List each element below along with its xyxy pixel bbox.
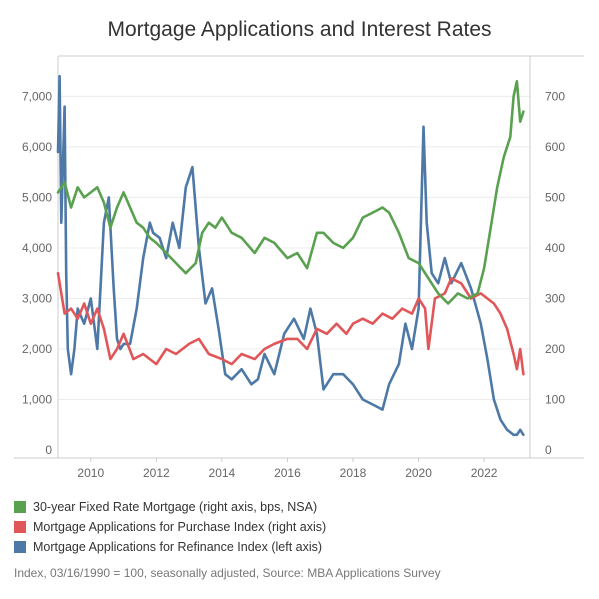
- legend: 30-year Fixed Rate Mortgage (right axis,…: [14, 497, 326, 557]
- series-line-purchase-index: [56, 271, 525, 376]
- legend-swatch: [14, 521, 26, 533]
- legend-label: Mortgage Applications for Purchase Index…: [33, 520, 327, 534]
- legend-item-refinance-index[interactable]: Mortgage Applications for Refinance Inde…: [14, 537, 326, 557]
- legend-label: Mortgage Applications for Refinance Inde…: [33, 540, 323, 554]
- right-axis-tick-label: 200: [545, 342, 565, 356]
- left-axis-tick-label: 3,000: [22, 291, 52, 305]
- x-axis-tick-label: 2018: [340, 466, 367, 480]
- left-axis-tick-label: 4,000: [22, 241, 52, 255]
- left-axis-tick-label: 6,000: [22, 140, 52, 154]
- legend-swatch: [14, 501, 26, 513]
- tick-labels: 0 1,000 2,000 3,000 4,000 5,000 6,000 7,000 0 100…: [22, 89, 565, 480]
- x-axis-tick-label: 2014: [209, 466, 236, 480]
- right-axis-tick-label: 600: [545, 140, 565, 154]
- left-axis-tick-label: 5,000: [22, 190, 52, 204]
- legend-label: 30-year Fixed Rate Mortgage (right axis,…: [33, 500, 318, 514]
- right-axis-tick-label: 100: [545, 392, 565, 406]
- x-axis-tick-label: 2012: [143, 466, 170, 480]
- right-axis-tick-label: 400: [545, 241, 565, 255]
- left-axis-tick-label: 7,000: [22, 89, 52, 103]
- right-axis-tick-label: 300: [545, 291, 565, 305]
- left-axis-tick-label: 1,000: [22, 392, 52, 406]
- x-axis-tick-label: 2022: [471, 466, 498, 480]
- series-line-fixed-rate: [56, 80, 525, 305]
- chart-title: Mortgage Applications and Interest Rates: [107, 18, 492, 41]
- legend-item-purchase-index[interactable]: Mortgage Applications for Purchase Index…: [14, 517, 326, 537]
- left-axis-tick-label: 0: [45, 443, 52, 457]
- x-axis-tick-label: 2010: [77, 466, 104, 480]
- left-axis-tick-label: 2,000: [22, 342, 52, 356]
- right-axis-tick-label: 0: [545, 443, 552, 457]
- x-axis-tick-label: 2020: [405, 466, 432, 480]
- legend-item-fixed-rate[interactable]: 30-year Fixed Rate Mortgage (right axis,…: [14, 497, 326, 517]
- x-axis-tick-label: 2016: [274, 466, 301, 480]
- right-axis-tick-label: 700: [545, 89, 565, 103]
- legend-swatch: [14, 541, 26, 553]
- series-line-refinance-index: [56, 74, 525, 437]
- right-axis-tick-label: 500: [545, 190, 565, 204]
- footnote: Index, 03/16/1990 = 100, seasonally adju…: [14, 566, 441, 580]
- gridlines: [58, 95, 530, 462]
- series-lines: [56, 74, 525, 437]
